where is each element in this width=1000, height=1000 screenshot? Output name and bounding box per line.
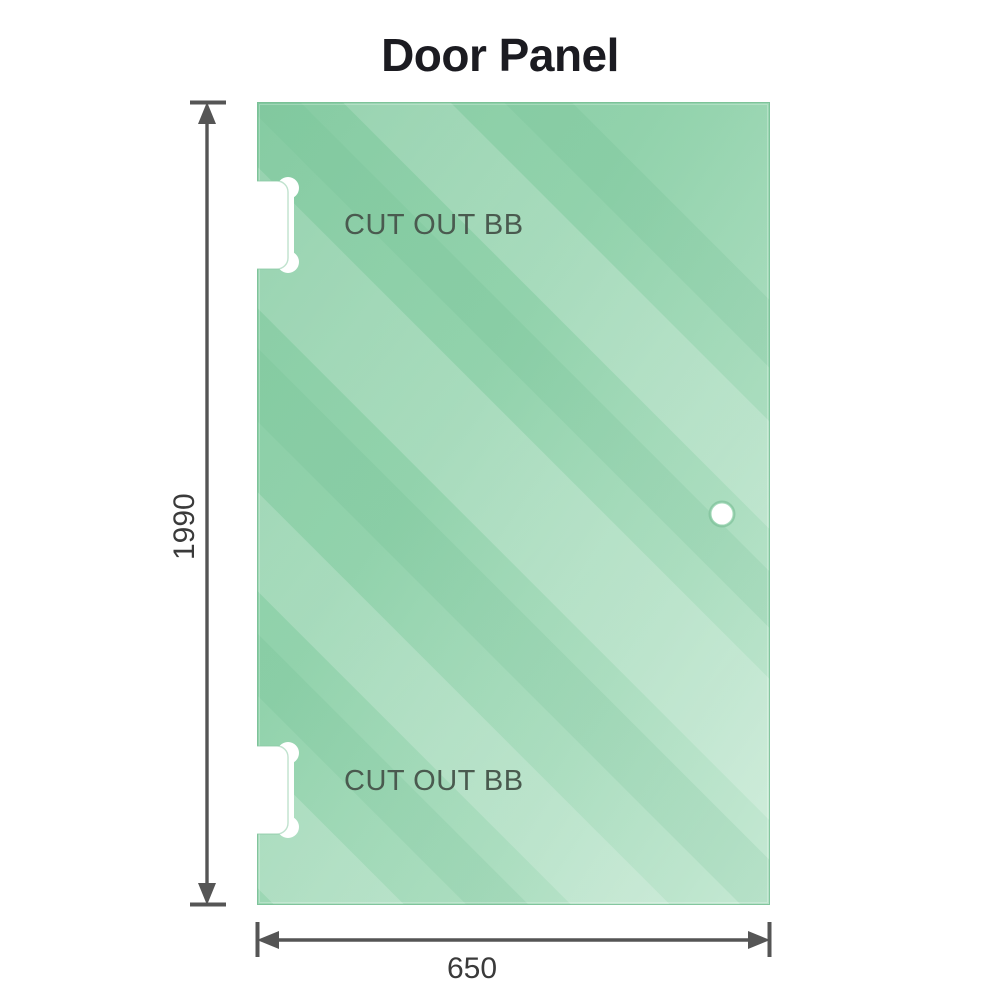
width-arrow-right: [748, 931, 770, 949]
height-arrow-up: [198, 102, 216, 124]
dimension-width-value: 650: [447, 952, 498, 985]
cutout-label-top: CUT OUT BB: [344, 209, 524, 241]
cutout-label-bottom: CUT OUT BB: [344, 765, 524, 797]
dimension-height-value: 1990: [168, 493, 201, 560]
page-title: Door Panel: [381, 29, 619, 81]
handle-hole-ring: [708, 500, 736, 528]
dimension-width: [255, 922, 772, 957]
height-arrow-down: [198, 883, 216, 905]
cutout-outlines: [257, 180, 289, 835]
dimension-height: [190, 100, 226, 907]
width-arrow-left: [257, 931, 279, 949]
